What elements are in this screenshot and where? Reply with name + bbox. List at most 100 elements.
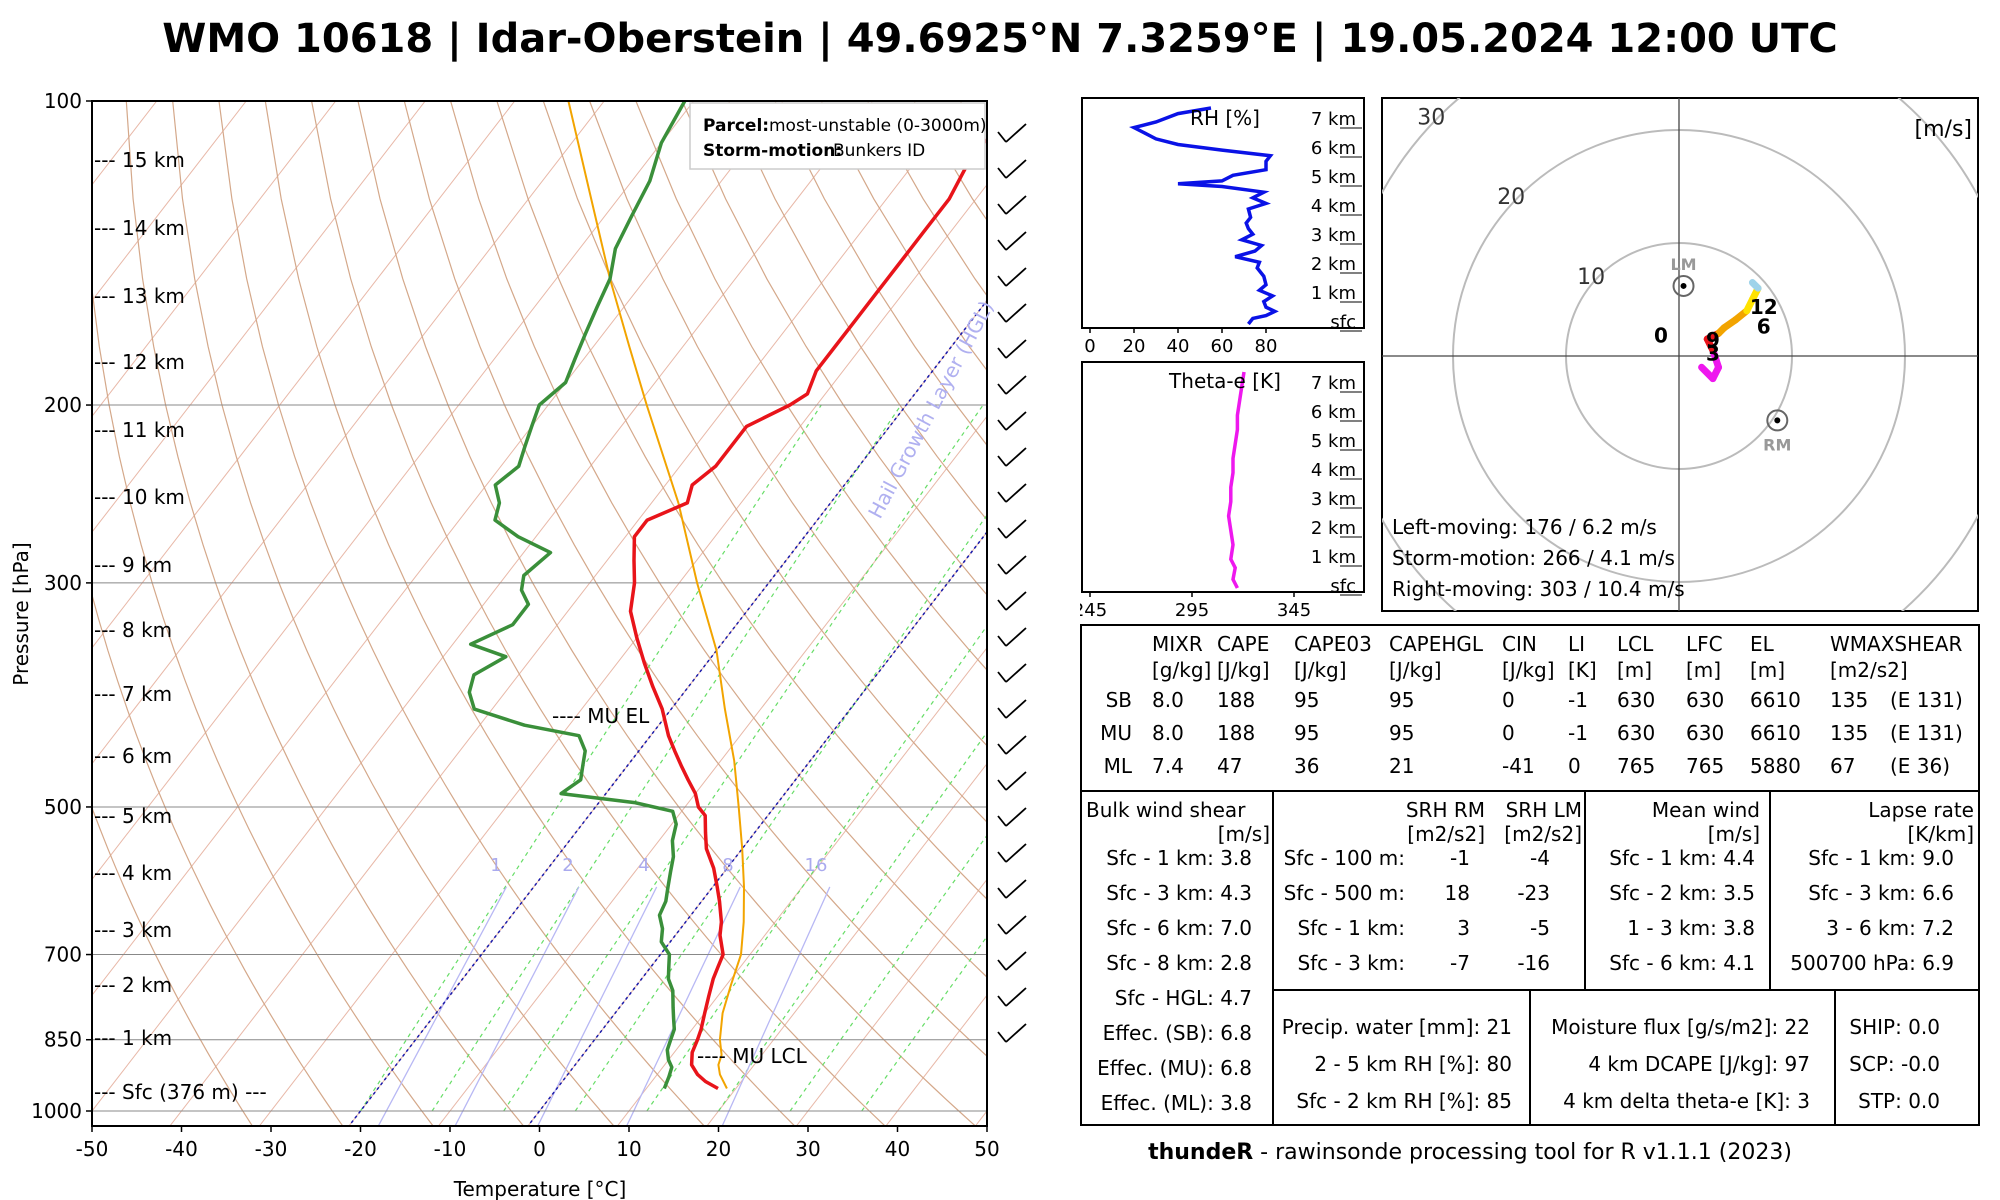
mixing-ratio-line <box>721 886 831 1126</box>
isotherm-line <box>92 101 516 649</box>
param-unit: [J/kg] <box>1502 658 1555 682</box>
mean-wind-unit: [m/s] <box>1707 822 1760 846</box>
wind-barb-flag <box>997 383 1007 395</box>
thetae-panel: Theta-e [K] 7 km 6 km 5 km 4 km 3 km 2 km 1 km… <box>1080 361 1365 621</box>
lapse-row: Sfc - 3 km: 6.6 <box>1808 881 1954 905</box>
moisture-row: Sfc - 2 km RH [%]: 85 <box>1296 1089 1512 1113</box>
legend-storm-value: Bunkers ID <box>833 141 925 161</box>
bulk-shear-row: Sfc - 8 km: 2.8 <box>1106 951 1252 975</box>
param-unit: [K] <box>1568 658 1597 682</box>
srh-lm-value: -5 <box>1530 916 1550 940</box>
lapse-unit: [K/km] <box>1907 822 1974 846</box>
storm-marker-dot <box>1680 282 1687 289</box>
wind-barb <box>1005 339 1027 359</box>
lapse-row: 500700 hPa: 6.9 <box>1790 951 1954 975</box>
skewt-series <box>467 101 987 1091</box>
param-value: 630 <box>1617 721 1656 745</box>
wind-barb <box>1005 771 1027 791</box>
wind-barb-flag <box>997 1031 1007 1043</box>
wind-barb-flag <box>997 923 1007 935</box>
bulk-shear-unit: [m/s] <box>1217 822 1270 846</box>
height-label: 2 km <box>1311 254 1356 275</box>
mixing-ratio-label: 4 <box>638 855 649 876</box>
wind-barb-flag <box>997 239 1007 251</box>
bulk-shear-row: Effec. (SB): 6.8 <box>1102 1021 1252 1045</box>
param-value: 95 <box>1294 688 1320 712</box>
wind-barb-flag <box>997 707 1007 719</box>
legend-parcel-value: most-unstable (0-3000m) <box>769 116 987 136</box>
moist-adiabat <box>789 834 987 1112</box>
height-label: 3 km <box>1311 225 1356 246</box>
height-label: 4 km <box>1311 460 1356 481</box>
wind-barb-flag <box>997 455 1007 467</box>
param-value: 0 <box>1502 688 1515 712</box>
wind-barb <box>1005 627 1027 647</box>
isotherm-line <box>92 101 337 418</box>
legend-parcel-key: Parcel: <box>703 116 769 136</box>
skewt-background-lines <box>92 101 987 1126</box>
param-header: MIXR <box>1152 632 1203 656</box>
series-line <box>1226 371 1246 589</box>
param-value: (E 36) <box>1890 754 1951 778</box>
flux-row: Moisture flux [g/s/m2]: 22 <box>1551 1015 1810 1039</box>
composite-row: SCP: -0.0 <box>1849 1052 1940 1076</box>
wind-barb <box>1005 951 1027 971</box>
dry-adiabat <box>589 101 987 747</box>
thetae-height-labels: 7 km 6 km 5 km 4 km 3 km 2 km 1 km sfc <box>1311 373 1362 597</box>
hail-growth-layer-lines <box>347 299 987 1126</box>
param-header: LCL <box>1617 632 1654 656</box>
thetae-title: Theta-e [K] <box>1168 369 1281 393</box>
dry-adiabat <box>218 101 706 1126</box>
mixing-ratio-label: 8 <box>722 855 733 876</box>
lapse-title: Lapse rate <box>1868 798 1974 822</box>
mean-wind-row: Sfc - 2 km: 3.5 <box>1609 881 1755 905</box>
srh-lm-value: -16 <box>1517 951 1550 975</box>
hodo-stat-right: Right-moving: 303 / 10.4 m/s <box>1392 577 1685 601</box>
param-value: 67 <box>1830 754 1856 778</box>
wind-barb-flag <box>997 815 1007 827</box>
composite-row: SHIP: 0.0 <box>1849 1015 1940 1039</box>
wind-barb <box>1005 231 1027 251</box>
footer-credit: thundeR - rawinsonde processing tool for… <box>1060 1140 1880 1165</box>
height-label: 5 km <box>1311 167 1356 188</box>
mean-wind-title: Mean wind <box>1651 798 1760 822</box>
temp-tick-label: 20 <box>706 1137 731 1161</box>
x-tick-label: 0 <box>1084 336 1095 357</box>
wind-barb-flag <box>997 527 1007 539</box>
skewt-xlabel: Temperature [°C] <box>453 1177 627 1200</box>
series-temperature <box>628 137 987 1091</box>
series-dewpoint <box>467 101 687 1090</box>
wind-barb-flag <box>997 743 1007 755</box>
storm-marker-label: RM <box>1763 435 1791 454</box>
wind-barb-flag <box>997 563 1007 575</box>
pressure-tick-label: 300 <box>44 571 82 595</box>
srh-row-label: Sfc - 100 m: <box>1283 846 1405 870</box>
param-header: EL <box>1750 632 1774 656</box>
wind-barb <box>1005 303 1027 323</box>
legend-storm-key: Storm-motion: <box>703 141 842 161</box>
dry-adiabat <box>125 101 525 1126</box>
height-label: --- 1 km <box>94 1026 172 1050</box>
param-row-label: ML <box>1103 754 1132 778</box>
wind-barb <box>1005 807 1027 827</box>
srh-rm-value: -1 <box>1450 846 1470 870</box>
footer-text: - rawinsonde processing tool for R v1.1.… <box>1253 1140 1792 1165</box>
wind-barb-flag <box>997 851 1007 863</box>
rh-height-labels: 7 km 6 km 5 km 4 km 3 km 2 km 1 km sfc <box>1311 109 1362 333</box>
lapse-row: 3 - 6 km: 7.2 <box>1826 916 1954 940</box>
height-label: --- 14 km <box>94 216 185 240</box>
lapse-row: Sfc - 1 km: 9.0 <box>1808 846 1954 870</box>
moisture-row: 2 - 5 km RH [%]: 80 <box>1314 1052 1512 1076</box>
param-value: 95 <box>1389 721 1415 745</box>
x-tick-label: 40 <box>1167 336 1190 357</box>
hodograph-unit: [m/s] <box>1915 117 1972 142</box>
bulk-shear-row: Sfc - HGL: 4.7 <box>1114 986 1252 1010</box>
params-table: MIXR [g/kg] CAPE [J/kg] CAPE03 [J/kg] CAPEHGL[… <box>1080 624 1980 792</box>
height-label: --- 11 km <box>94 418 185 442</box>
height-label: 2 km <box>1311 518 1356 539</box>
height-label: 1 km <box>1311 283 1356 304</box>
wind-barb-flag <box>997 347 1007 359</box>
wind-barb-flag <box>997 311 1007 323</box>
wind-barb <box>1005 159 1027 179</box>
